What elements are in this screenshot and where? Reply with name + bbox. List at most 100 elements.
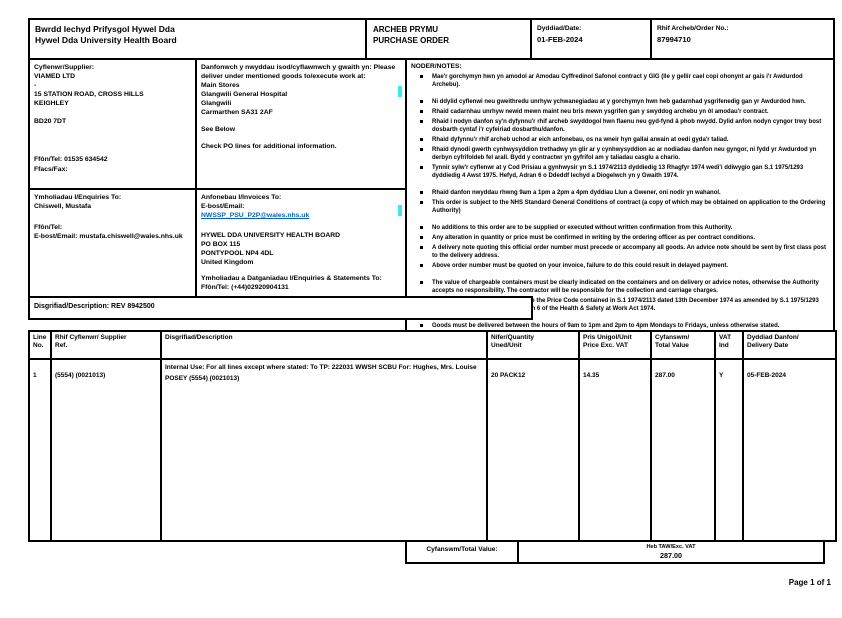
note-text: Rhaid dyfynnu'r rhif archeb uchod ar eic… [432, 137, 729, 143]
bullet-square-icon [420, 324, 423, 327]
bullet-square-icon [420, 281, 423, 284]
bullet-square-icon [420, 100, 423, 103]
supplier-address-line: VIAMED LTD [34, 73, 76, 80]
table-row: 1 (5554) (0021013) Internal Use: For all… [28, 358, 837, 542]
note-item: Rhaid cadarnhau unrhyw newid mewn maint … [411, 108, 829, 116]
order-number-cell: Rhif Archeb/Order No.: 87994710 [650, 18, 835, 60]
invoices-address-line: PONTYPOOL NP4 4DL [201, 250, 274, 257]
enquiries-email: E-bost/Email: mustafa.chiswell@wales.nhs… [34, 233, 183, 240]
item-description: POSEY (5554) (0021013) [165, 375, 240, 382]
note-text: Rhaid dynodi gwerth cynhwysyddion tretha… [432, 147, 817, 161]
note-text: Goods must be delivered between the hour… [432, 323, 780, 329]
col-header-delivery-date: Dyddiad Danfon/ Delivery Date [742, 330, 837, 360]
supplier-address-line: 15 STATION ROAD, CROSS HILLS [34, 91, 144, 98]
cell-line-no: 1 [28, 358, 52, 542]
cell-total-value: 287.00 [650, 358, 716, 542]
totals-value: 287.00 [660, 551, 682, 560]
deliver-to-address: Main Stores Glangwili General Hospital Gla… [201, 81, 401, 117]
order-number-label: Rhif Archeb/Order No.: [657, 25, 729, 32]
deliver-to-address-line: Carmarthen SA31 2AF [201, 109, 273, 116]
note-item: Ni ddylid cyflenwi neu gweithredu unrhyw… [411, 98, 829, 106]
bullet-square-icon [420, 148, 423, 151]
cell-description: Internal Use: For all lines except where… [160, 358, 488, 542]
statements-label: Ymholiadau a Datganiadau I/Enquiries & S… [201, 275, 382, 282]
deliver-to-address-line: Main Stores [201, 82, 240, 89]
totals-value-cell: Heb TAW/Exc. VAT 287.00 [519, 542, 823, 562]
note-text: Rhaid danfon nwyddau rhwng 9am a 1pm a 2… [432, 190, 721, 196]
invoices-email-label: E-bost/Email: [201, 203, 245, 210]
note-item: Any alteration in quantity or price must… [411, 234, 829, 242]
supplier-fax: Ffacs/Fax: [34, 166, 68, 173]
invoices-address: HYWEL DDA UNIVERSITY HEALTH BOARD PO BOX … [201, 231, 401, 267]
invoices-address-line: United Kingdom [201, 259, 254, 266]
description-bar: Disgrifiad/Description: REV 8942500 [28, 296, 533, 320]
col-header-supplier-ref: Rhif Cyflenwr/ Supplier Ref. [50, 330, 162, 360]
note-item: Rhaid i nodyn danfon sy'n dyfynnu'r rhif… [411, 118, 829, 134]
see-below-note: See Below [201, 126, 235, 133]
note-item: Mae'r gorchymyn hwn yn amodol ar Amodau … [411, 73, 829, 89]
cell-supplier-ref: (5554) (0021013) [50, 358, 162, 542]
col-header-unit-price: Pris Unigol/Unit Price Exc. VAT [578, 330, 652, 360]
cyan-marker-icon [398, 86, 402, 97]
note-text: Attention of the supplier is drawn to th… [432, 298, 819, 312]
statements-phone: Ffôn/Tel: (+44)02920904131 [201, 284, 289, 291]
supplier-address-line: KEIGHLEY [34, 100, 69, 107]
col-header-description: Disgrifiad/Description [160, 330, 488, 360]
note-text: A delivery note quoting this official or… [432, 245, 826, 259]
description-bar-label: Disgrifiad/Description: [34, 303, 110, 310]
supplier-address: VIAMED LTD - 15 STATION ROAD, CROSS HILLS K… [34, 72, 191, 126]
bullet-square-icon [420, 120, 423, 123]
col-header-total-value: Cyfanswm/ Total Value [650, 330, 716, 360]
note-item: Tynnir sylw'r cyflenwr at y Cod Prisiau … [411, 164, 829, 180]
cell-vat-ind: Y [714, 358, 744, 542]
health-board-name: Bwrdd Iechyd Prifysgol Hywel Dda Hywel D… [28, 18, 367, 60]
cell-unit-price: 14.35 [578, 358, 652, 542]
supplier-address-line [34, 108, 191, 117]
note-text: Any alteration in quantity or price must… [432, 235, 756, 241]
bullet-square-icon [420, 110, 423, 113]
enquiries-phone-label: Ffôn/Tel: [34, 224, 63, 231]
bullet-square-icon [420, 246, 423, 249]
notes-list: Mae'r gorchymyn hwn yn amodol ar Amodau … [411, 73, 829, 330]
note-text: Mae'r gorchymyn hwn yn amodol ar Amodau … [432, 74, 803, 88]
order-date-cell: Dyddiad/Date: 01-FEB-2024 [530, 18, 652, 60]
enquiries-section: Ymholiadau I/Enquiries To: Chiswell, Mus… [28, 188, 197, 298]
note-text: No additions to this order are to be sup… [432, 225, 733, 231]
line-items-table: Line No. Rhif Cyflenwr/ Supplier Ref. Di… [28, 330, 837, 542]
bullet-square-icon [420, 226, 423, 229]
notes-label: NODER/NOTES: [411, 63, 462, 70]
bullet-square-icon [420, 236, 423, 239]
bullet-square-icon [420, 138, 423, 141]
supplier-label: Cyflenwr/Supplier: [34, 64, 95, 71]
note-text: The value of chargeable containers must … [432, 280, 819, 294]
col-header-vat-ind: VAT Ind [714, 330, 744, 360]
bullet-square-icon [420, 201, 423, 204]
note-text: Tynnir sylw'r cyflenwr at y Cod Prisiau … [432, 165, 804, 179]
page-number: Page 1 of 1 [788, 578, 831, 587]
col-header-quantity: Nifer/Quantity Uned/Unit [486, 330, 580, 360]
notes-section: NODER/NOTES: Mae'r gorchymyn hwn yn amod… [405, 58, 835, 332]
invoices-email-link[interactable]: NWSSP_PSU_P2P@wales.nhs.uk [201, 212, 310, 219]
description-bar-value: REV 8942500 [111, 303, 155, 310]
deliver-to-address-line: Glangwili General Hospital [201, 91, 288, 98]
supplier-address-line: - [34, 82, 37, 89]
note-item: Above order number must be quoted on you… [411, 262, 829, 270]
totals-vat-label: Heb TAW/Exc. VAT [646, 544, 696, 550]
note-item: Rhaid danfon nwyddau rhwng 9am a 1pm a 2… [411, 189, 829, 197]
note-item: Rhaid dynodi gwerth cynhwysyddion tretha… [411, 146, 829, 162]
order-date-label: Dyddiad/Date: [537, 25, 582, 32]
purchase-order-title: ARCHEB PRYMU PURCHASE ORDER [365, 18, 532, 60]
order-date-value: 01-FEB-2024 [537, 35, 583, 44]
cyan-marker-icon [398, 205, 402, 216]
cell-quantity: 20 PACK12 [486, 358, 580, 542]
note-text: Rhaid cadarnhau unrhyw newid mewn maint … [432, 109, 769, 115]
deliver-to-section: Danfonwch y nwyddau isod/cyflawnwch y gw… [195, 58, 407, 190]
bullet-square-icon [420, 191, 423, 194]
note-item: No additions to this order are to be sup… [411, 224, 829, 232]
enquiries-contact: Chiswell, Mustafa [34, 203, 92, 210]
deliver-to-label: Danfonwch y nwyddau isod/cyflawnwch y gw… [201, 64, 396, 80]
invoices-to-label: Anfonebau I/Invoices To: [201, 194, 282, 201]
bullet-square-icon [420, 166, 423, 169]
supplier-section: Cyflenwr/Supplier: VIAMED LTD - 15 STATION… [28, 58, 197, 190]
supplier-phone: Ffôn/Tel: 01535 634542 [34, 156, 108, 163]
